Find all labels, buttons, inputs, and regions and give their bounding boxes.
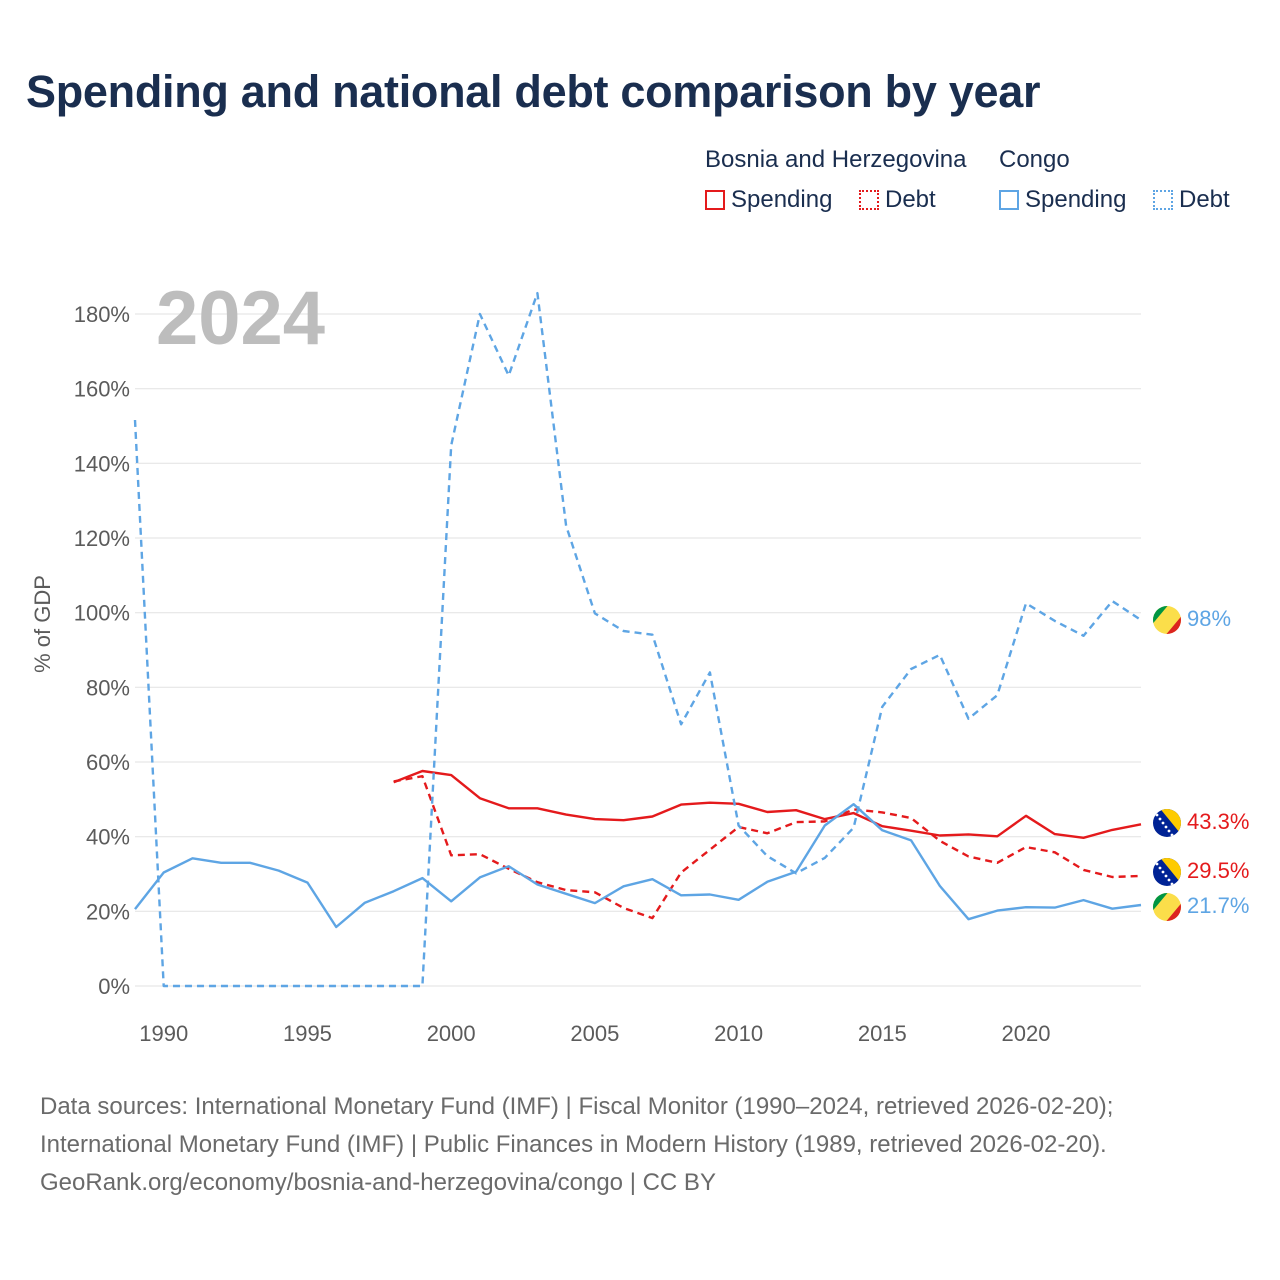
source-line-3[interactable]: GeoRank.org/economy/bosnia-and-herzegovi… — [40, 1169, 716, 1196]
legend-swatch-solid-blue — [999, 190, 1019, 210]
bosnia-flag-icon — [1153, 858, 1181, 886]
y-tick-label: 180% — [74, 302, 130, 327]
legend-group-congo[interactable]: Congo — [999, 146, 1070, 173]
legend-group-bosnia[interactable]: Bosnia and Herzegovina — [705, 146, 967, 173]
y-tick-label: 20% — [86, 899, 130, 924]
end-label-congo-debt: 98% — [1187, 606, 1231, 631]
y-tick-label: 40% — [86, 825, 130, 850]
x-axis: 1990 1995 2000 2005 2010 2015 2020 — [139, 1021, 1050, 1046]
bosnia-flag-icon — [1153, 809, 1181, 837]
legend-label: Debt — [1179, 186, 1230, 213]
y-tick-label: 80% — [86, 675, 130, 700]
legend-swatch-dotted-blue — [1153, 190, 1173, 210]
legend-label: Spending — [731, 186, 833, 213]
y-tick-label: 100% — [74, 601, 130, 626]
grid-lines — [135, 313, 1141, 987]
source-note: Data sources: International Monetary Fun… — [40, 1088, 1113, 1202]
y-tick-label: 60% — [86, 750, 130, 775]
end-label-bosnia-spending: 43.3% — [1187, 809, 1249, 834]
x-tick-label: 1995 — [283, 1021, 332, 1046]
legend-item-bosnia-debt[interactable]: Debt — [859, 186, 936, 214]
congo-flag-icon — [1153, 606, 1181, 634]
series-line-congo-debt[interactable] — [133, 291, 1142, 988]
x-tick-label: 1990 — [139, 1021, 188, 1046]
end-label-congo-spending: 21.7% — [1187, 893, 1249, 918]
y-tick-label: 140% — [74, 451, 130, 476]
source-line-1: Data sources: International Monetary Fun… — [40, 1093, 1114, 1120]
series-line-bosnia-and-herzegovina-spending[interactable] — [393, 769, 1142, 839]
series-line-congo-spending[interactable] — [134, 803, 1142, 929]
x-tick-label: 2020 — [1002, 1021, 1051, 1046]
legend: Bosnia and Herzegovina Congo Spending De… — [0, 140, 1280, 230]
legend-swatch-solid-red — [705, 190, 725, 210]
y-tick-label: 120% — [74, 526, 130, 551]
series-line-bosnia-and-herzegovina-debt[interactable] — [393, 775, 1142, 920]
congo-flag-icon — [1153, 893, 1181, 921]
year-watermark: 2024 — [156, 276, 325, 361]
legend-swatch-dotted-red — [859, 190, 879, 210]
end-label-bosnia-debt: 29.5% — [1187, 858, 1249, 883]
legend-item-bosnia-spending[interactable]: Spending — [705, 186, 832, 214]
source-line-2: International Monetary Fund (IMF) | Publ… — [40, 1131, 1107, 1158]
legend-label: Spending — [1025, 186, 1127, 213]
y-axis-label: % of GDP — [30, 575, 55, 673]
y-tick-label: 0% — [98, 974, 130, 999]
x-tick-label: 2000 — [427, 1021, 476, 1046]
legend-label: Debt — [885, 186, 936, 213]
legend-item-congo-debt[interactable]: Debt — [1153, 186, 1230, 214]
series-lines — [133, 291, 1142, 988]
chart-title: Spending and national debt comparison by… — [26, 66, 1041, 117]
x-tick-label: 2015 — [858, 1021, 907, 1046]
line-chart: 2024 0%20%40%60%80%100%120%140%160%180% … — [30, 276, 1249, 1046]
y-axis: 0% 20% 40% 60% 80% 100% 120% 140% 160% 180% — [74, 302, 130, 999]
legend-item-congo-spending[interactable]: Spending — [999, 186, 1126, 214]
x-tick-label: 2010 — [714, 1021, 763, 1046]
y-tick-label: 160% — [74, 377, 130, 402]
x-tick-label: 2005 — [570, 1021, 619, 1046]
